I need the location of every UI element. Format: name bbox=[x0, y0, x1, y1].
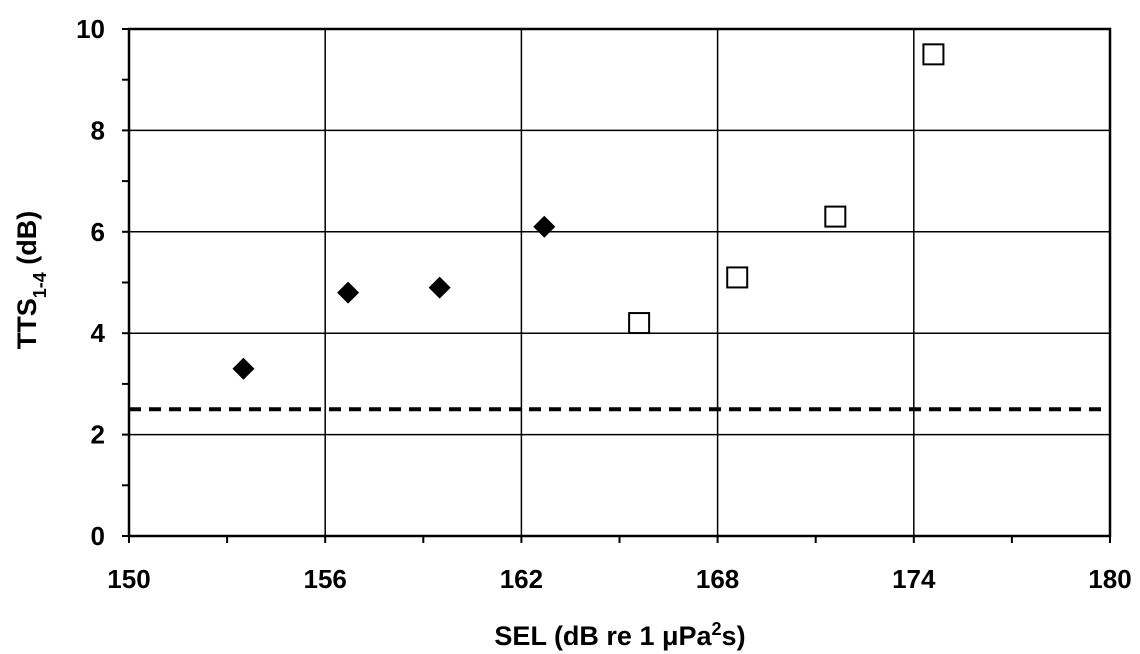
square-marker-3 bbox=[922, 43, 945, 66]
y-axis-title-main: TTS bbox=[12, 298, 42, 349]
x-axis-title-main: SEL (dB re 1 bbox=[494, 621, 662, 651]
y-tick-label-4: 8 bbox=[91, 115, 105, 145]
y-axis-title-tail: (dB) bbox=[12, 211, 42, 272]
square-marker-1 bbox=[726, 266, 749, 289]
y-tick-label-5: 10 bbox=[76, 14, 105, 44]
plot-border bbox=[127, 27, 1112, 538]
diamond-marker-1 bbox=[337, 281, 360, 304]
x-tick-label-3: 168 bbox=[696, 564, 739, 594]
y-tick-label-1: 2 bbox=[91, 420, 105, 450]
x-tick-label-5: 180 bbox=[1088, 564, 1131, 594]
tick-marks bbox=[122, 28, 1111, 543]
x-tick-label-0: 150 bbox=[107, 564, 150, 594]
y-tick-labels: 0 2 4 6 8 10 bbox=[76, 14, 105, 551]
y-axis-title-subscript: 1-4 bbox=[30, 272, 50, 298]
plot-frame bbox=[127, 27, 1112, 538]
grid-lines bbox=[129, 29, 1110, 536]
diamond-marker-0 bbox=[232, 357, 255, 380]
diamond-marker-2 bbox=[428, 276, 451, 299]
x-axis-title-unit: μPa bbox=[662, 621, 713, 651]
x-tick-label-1: 156 bbox=[304, 564, 347, 594]
x-tick-label-2: 162 bbox=[500, 564, 543, 594]
data-points bbox=[232, 43, 945, 380]
x-tick-label-4: 174 bbox=[892, 564, 936, 594]
x-axis-title-tail: s) bbox=[722, 621, 746, 651]
y-tick-label-3: 6 bbox=[91, 217, 105, 247]
diamond-marker-3 bbox=[533, 215, 556, 238]
x-axis-title-superscript: 2 bbox=[712, 619, 722, 639]
y-axis-title: TTS1-4 (dB) bbox=[12, 211, 50, 350]
x-tick-labels: 150 156 162 168 174 180 bbox=[107, 564, 1131, 594]
y-tick-label-0: 0 bbox=[91, 521, 105, 551]
square-marker-0 bbox=[628, 312, 651, 335]
y-tick-label-2: 4 bbox=[91, 318, 106, 348]
x-axis-title: SEL (dB re 1 μPa2s) bbox=[494, 619, 745, 651]
square-marker-2 bbox=[824, 205, 847, 228]
